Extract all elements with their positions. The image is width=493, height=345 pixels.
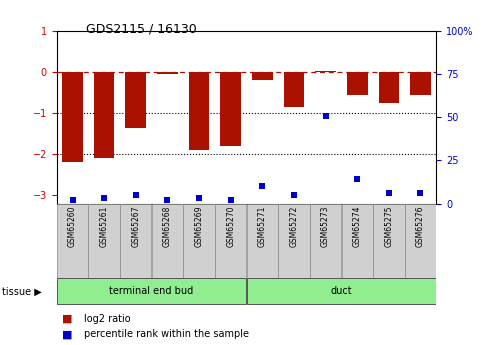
Bar: [342, 204, 373, 278]
Bar: [94, 72, 114, 158]
Point: [195, 196, 203, 201]
Text: GSM65270: GSM65270: [226, 206, 235, 247]
Point: [417, 190, 424, 196]
Bar: [152, 204, 183, 278]
Point: [321, 113, 329, 118]
Point: [385, 190, 393, 196]
Bar: [347, 72, 367, 95]
Bar: [405, 204, 436, 278]
Bar: [57, 278, 246, 304]
Bar: [189, 72, 210, 150]
Text: ■: ■: [62, 329, 72, 339]
Bar: [379, 72, 399, 103]
Bar: [88, 204, 120, 278]
Text: GDS2115 / 16130: GDS2115 / 16130: [86, 22, 197, 36]
Bar: [215, 204, 246, 278]
Bar: [126, 72, 146, 128]
Bar: [246, 204, 278, 278]
Text: GSM65268: GSM65268: [163, 206, 172, 247]
Text: ■: ■: [62, 314, 72, 324]
Bar: [283, 72, 304, 107]
Bar: [410, 72, 431, 95]
Text: GSM65275: GSM65275: [385, 206, 393, 247]
Bar: [62, 72, 83, 162]
Text: duct: duct: [331, 286, 352, 296]
Point: [164, 197, 172, 203]
Text: GSM65260: GSM65260: [68, 206, 77, 247]
Text: tissue ▶: tissue ▶: [2, 287, 42, 296]
Bar: [120, 204, 151, 278]
Point: [290, 192, 298, 198]
Point: [132, 192, 140, 198]
Point: [353, 177, 361, 182]
Bar: [57, 204, 88, 278]
Text: log2 ratio: log2 ratio: [84, 314, 131, 324]
Text: GSM65271: GSM65271: [258, 206, 267, 247]
Bar: [310, 204, 341, 278]
Bar: [220, 72, 241, 146]
Bar: [246, 278, 436, 304]
Text: percentile rank within the sample: percentile rank within the sample: [84, 329, 249, 339]
Bar: [316, 71, 336, 72]
Text: GSM65261: GSM65261: [100, 206, 108, 247]
Point: [227, 197, 235, 203]
Bar: [252, 72, 273, 79]
Bar: [373, 204, 405, 278]
Text: GSM65274: GSM65274: [352, 206, 362, 247]
Bar: [183, 204, 215, 278]
Text: GSM65267: GSM65267: [131, 206, 141, 247]
Bar: [157, 72, 177, 74]
Point: [69, 197, 76, 203]
Text: GSM65276: GSM65276: [416, 206, 425, 247]
Text: GSM65272: GSM65272: [289, 206, 298, 247]
Point: [100, 196, 108, 201]
Text: terminal end bud: terminal end bud: [109, 286, 194, 296]
Text: GSM65273: GSM65273: [321, 206, 330, 247]
Text: GSM65269: GSM65269: [195, 206, 204, 247]
Bar: [278, 204, 310, 278]
Point: [258, 184, 266, 189]
